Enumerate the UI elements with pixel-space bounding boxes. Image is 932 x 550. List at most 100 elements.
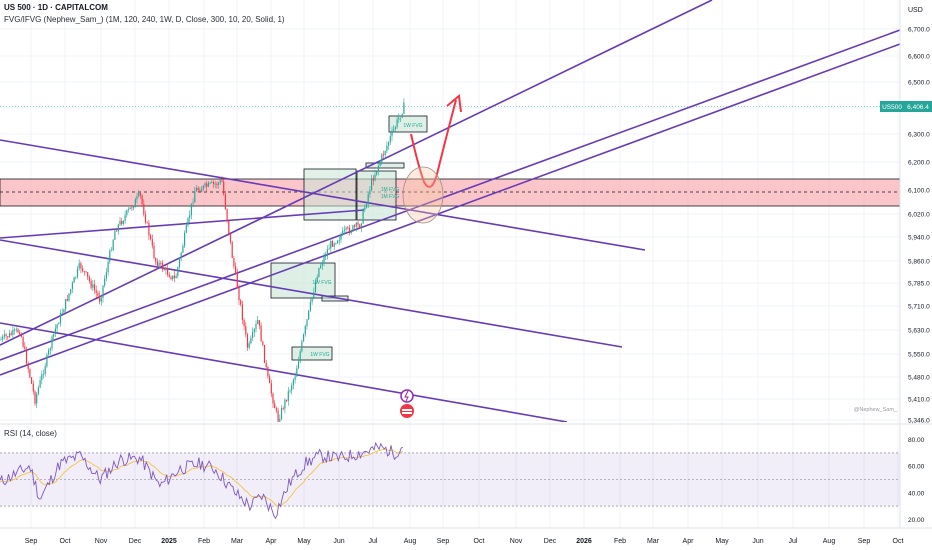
earnings-icon[interactable] [400,404,414,418]
candle-body [233,257,235,267]
candle-body [357,222,359,225]
trendline-desc-3 [0,322,568,422]
fvg-label-top: 1W FVG [403,123,422,129]
candle-body [401,113,403,118]
candle-body [301,341,303,352]
time-tick-label: Sep [858,538,871,545]
candle-body [338,239,340,241]
candle-body [49,348,51,351]
candle-body [151,239,153,246]
candle-body [148,222,150,236]
candle-body [308,310,310,320]
candle-body [122,220,124,224]
candle-body [41,374,43,381]
candle-body [342,230,344,236]
candle-body [257,320,259,324]
candle-body [269,376,271,384]
candle-body [61,312,63,314]
candle-body [7,336,9,338]
candle-body [31,377,33,384]
candle-body [265,362,267,368]
candle-body [284,399,286,409]
rsi-tick-label: 40.00 [908,490,925,497]
candle-body [199,190,201,193]
candle-body [304,325,306,335]
candle-body [377,165,379,172]
projection-arrow [402,94,462,224]
candle-body [59,312,62,324]
candle-body [362,209,364,224]
candle-body [294,376,296,380]
candle-body [311,297,313,302]
candle-body [161,262,164,270]
flash-icon[interactable] [400,389,414,403]
price-tick-label: 5,630.0 [908,328,930,335]
time-tick-label: Mar [647,538,660,545]
time-tick-label: 2026 [576,538,592,545]
candle-body [36,394,38,404]
candle-body [109,250,111,262]
candle-body [277,410,279,422]
candle-body [396,119,398,127]
candle-body [3,334,5,337]
candle-body [56,324,58,329]
candle-body [116,230,118,232]
time-axis[interactable]: Sep Oct Nov Dec 2025 Feb Mar Apr May Jun Jul Aug Sep… [25,538,904,545]
time-tick-label: Oct [60,538,71,545]
candle-body [99,295,101,302]
rsi-axis[interactable]: 80.00 60.00 40.00 20.00 [908,437,925,524]
candle-body [209,182,211,184]
price-tick-label: 5,785.0 [908,281,930,288]
candle-body [170,277,172,280]
candle-body [63,309,65,313]
candle-body [134,199,136,208]
candle-body [270,383,272,394]
candlesticks [0,98,405,422]
trendline-channel-b [0,43,900,376]
candle-body [192,202,194,204]
candle-body [87,272,89,277]
price-tick-label: 6,500.0 [908,80,930,87]
candle-body [221,180,223,182]
candle-body [333,243,335,247]
candle-body [219,180,221,183]
candle-body [350,231,352,234]
time-tick-label: May [297,538,311,545]
time-tick-label: Sep [437,538,450,545]
candle-body [398,117,400,120]
candle-body [34,391,36,404]
indicator-legend[interactable]: FVG/IFVG (Nephew_Sam_) (1M, 120, 240, 1W… [4,15,285,24]
candle-body [263,344,266,363]
candle-body [229,233,232,243]
candle-body [214,183,216,185]
candle-body [382,154,385,156]
candle-body [104,278,106,286]
symbol-title[interactable]: US 500 · 1D · CAPITALCOM [4,3,108,12]
candle-body [331,241,334,247]
candle-body [246,334,249,348]
candle-body [275,408,277,411]
candle-body [279,418,281,422]
candle-body [291,385,293,391]
candle-body [280,408,283,419]
candle-body [66,299,68,301]
candle-body [168,274,170,278]
price-tick-label: 6,100.0 [908,188,930,195]
candle-body [314,281,317,293]
price-tick-label: 6,600.0 [908,54,930,61]
candle-body [286,399,288,401]
time-tick-label: Apr [266,538,278,545]
candle-body [394,126,396,130]
rsi-legend[interactable]: RSI (14, close) [4,429,57,438]
candle-body [133,207,135,209]
candle-body [12,329,14,335]
target-ellipse [402,166,444,224]
price-tick-label: 5,410.0 [908,397,930,404]
candle-body [14,329,16,331]
candle-body [245,326,247,335]
trendline-desc-2 [0,239,623,348]
candle-body [167,268,169,275]
candle-body [364,207,366,210]
candle-body [262,341,264,345]
